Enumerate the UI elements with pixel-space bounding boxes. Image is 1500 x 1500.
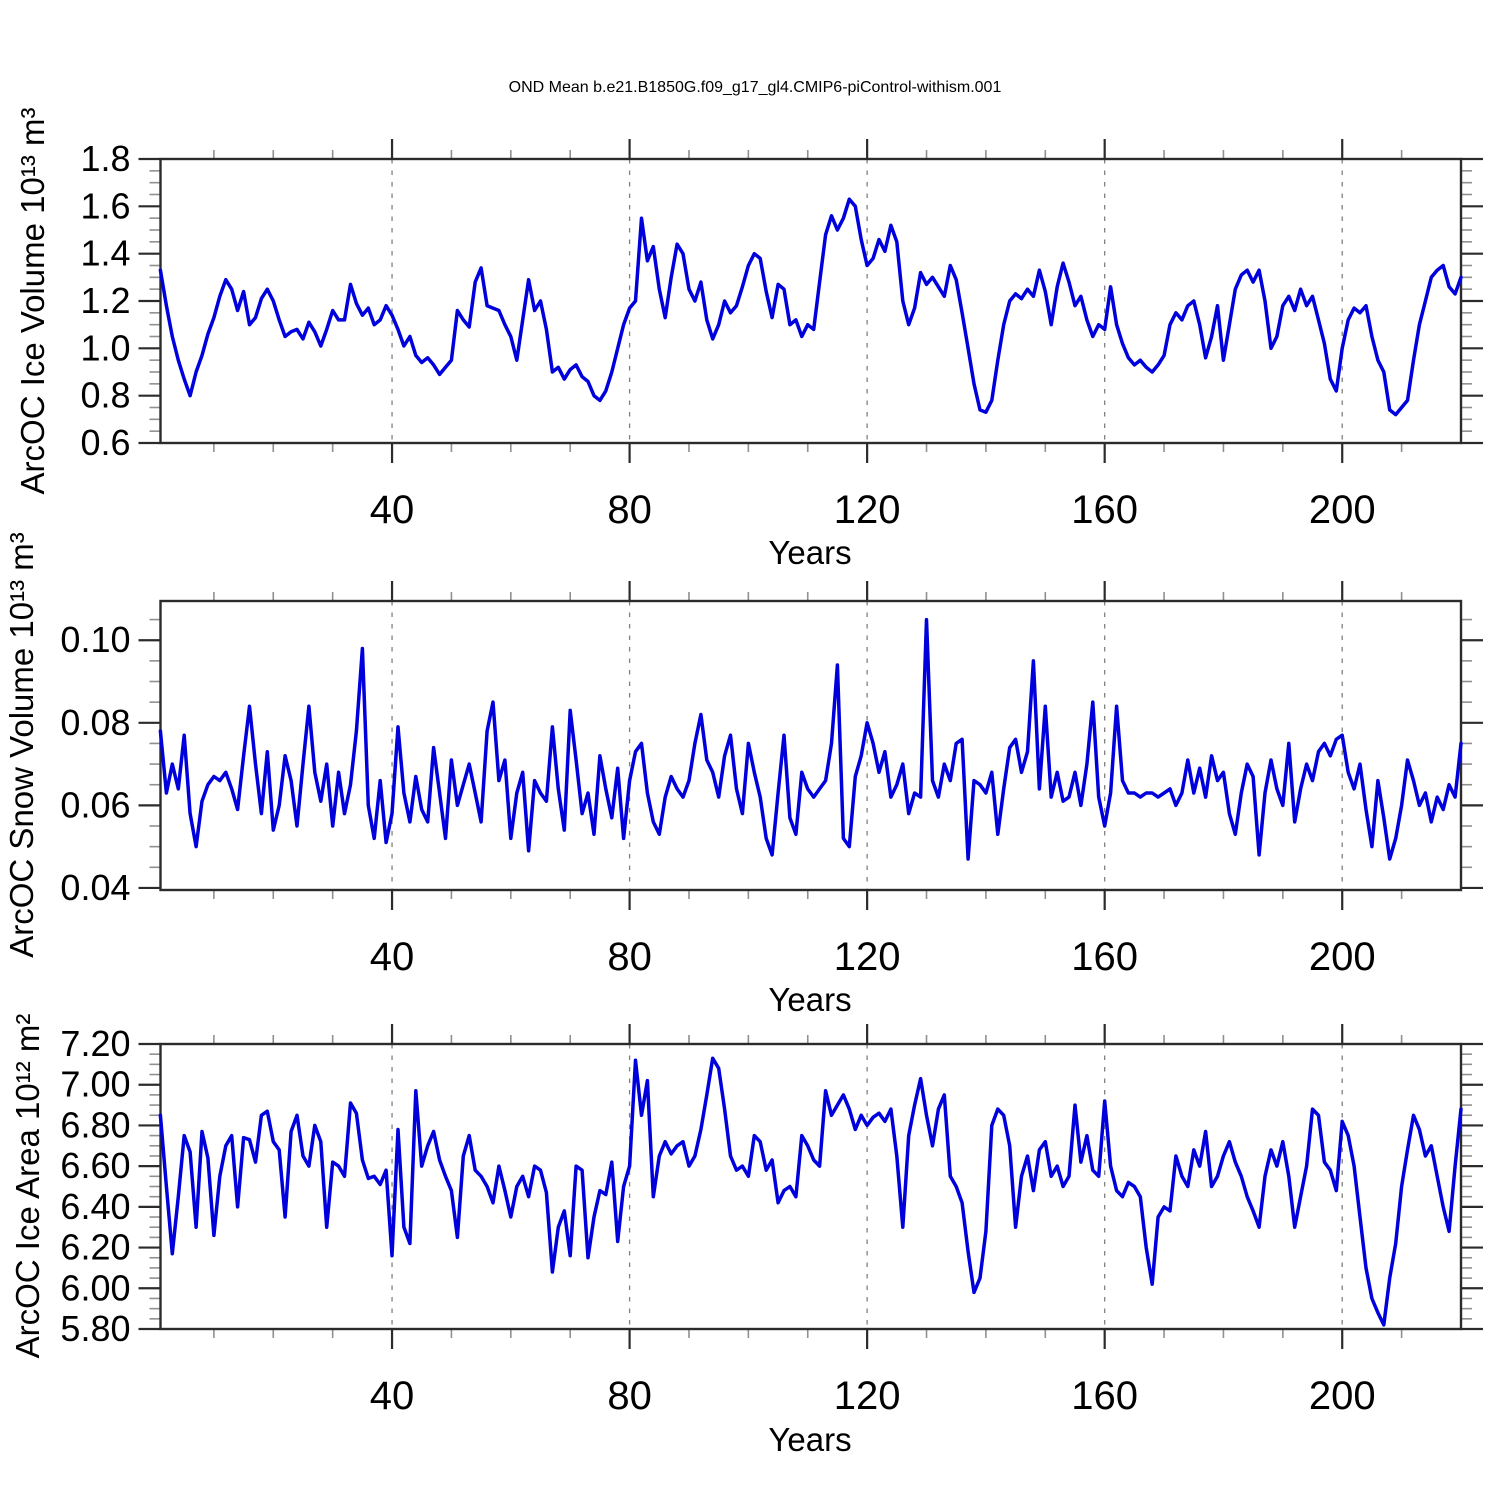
y-tick-label: 7.00 [60,1064,130,1105]
x-tick-label: 120 [834,935,901,979]
y-axis-title-ice-area: ArcOC Ice Area 10¹² m² [9,1013,46,1359]
y-tick-label: 0.6 [80,422,130,463]
y-axis-title-ice-volume: ArcOC Ice Volume 10¹³ m³ [14,107,51,495]
plot-frame [159,157,1463,445]
x-axis-title-panel3: Years [768,1421,852,1458]
y-tick-label: 6.20 [60,1227,130,1268]
y-tick-label: 6.00 [60,1267,130,1308]
x-tick-label: 80 [607,488,652,532]
y-tick-label: 6.80 [60,1104,130,1145]
y-tick-label: 1.6 [80,185,130,226]
series-line-snow-volume [158,617,1463,861]
x-tick-label: 120 [834,1374,901,1418]
x-axis-title-panel1: Years [768,534,852,571]
y-tick-label: 6.60 [60,1145,130,1186]
series-line-ice-volume [158,197,1463,417]
y-tick-label: 7.20 [60,1023,130,1064]
y-tick-label: 1.4 [80,233,130,274]
y-tick-label: 1.0 [80,327,130,368]
y-tick-label: 6.40 [60,1186,130,1227]
panel-ice-area: 40 80 120 160 200 5.806.006.206.406.606.807.0… [60,1023,1483,1418]
x-axis-title-panel2: Years [768,981,852,1018]
y-tick-label: 0.06 [60,784,130,825]
x-tick-label: 200 [1309,1374,1376,1418]
x-tick-label: 160 [1071,1374,1138,1418]
y-tick-label: 0.10 [60,619,130,660]
y-axis-title-snow-volume: ArcOC Snow Volume 10¹³ m³ [3,532,40,958]
x-tick-label: 80 [607,1374,652,1418]
series-line-ice-area [158,1056,1463,1327]
y-tick-label: 1.2 [80,280,130,321]
y-tick-label: 0.8 [80,375,130,416]
panel-ice-volume: 40 80 120 160 200 0.6 0.8 1.0 1.2 1.4 1.6 1.8 [80,138,1483,532]
x-tick-label: 160 [1071,488,1138,532]
x-tick-label: 40 [370,1374,415,1418]
plot-frame [159,1042,1463,1331]
chart-title: OND Mean b.e21.B1850G.f09_g17_gl4.CMIP6-… [508,79,1002,96]
x-tick-label: 40 [370,488,415,532]
y-tick-label: 0.04 [60,867,130,908]
x-tick-label: 80 [607,935,652,979]
x-tick-label: 160 [1071,935,1138,979]
x-tick-label: 200 [1309,488,1376,532]
y-tick-label: 1.8 [80,138,130,179]
x-tick-label: 40 [370,935,415,979]
y-tick-label: 5.80 [60,1308,130,1349]
panel-snow-volume: 40 80 120 160 200 0.04 0.06 0.08 0.10 [60,581,1483,979]
x-tick-label: 120 [834,488,901,532]
x-tick-label: 200 [1309,935,1376,979]
y-tick-label: 0.08 [60,702,130,743]
